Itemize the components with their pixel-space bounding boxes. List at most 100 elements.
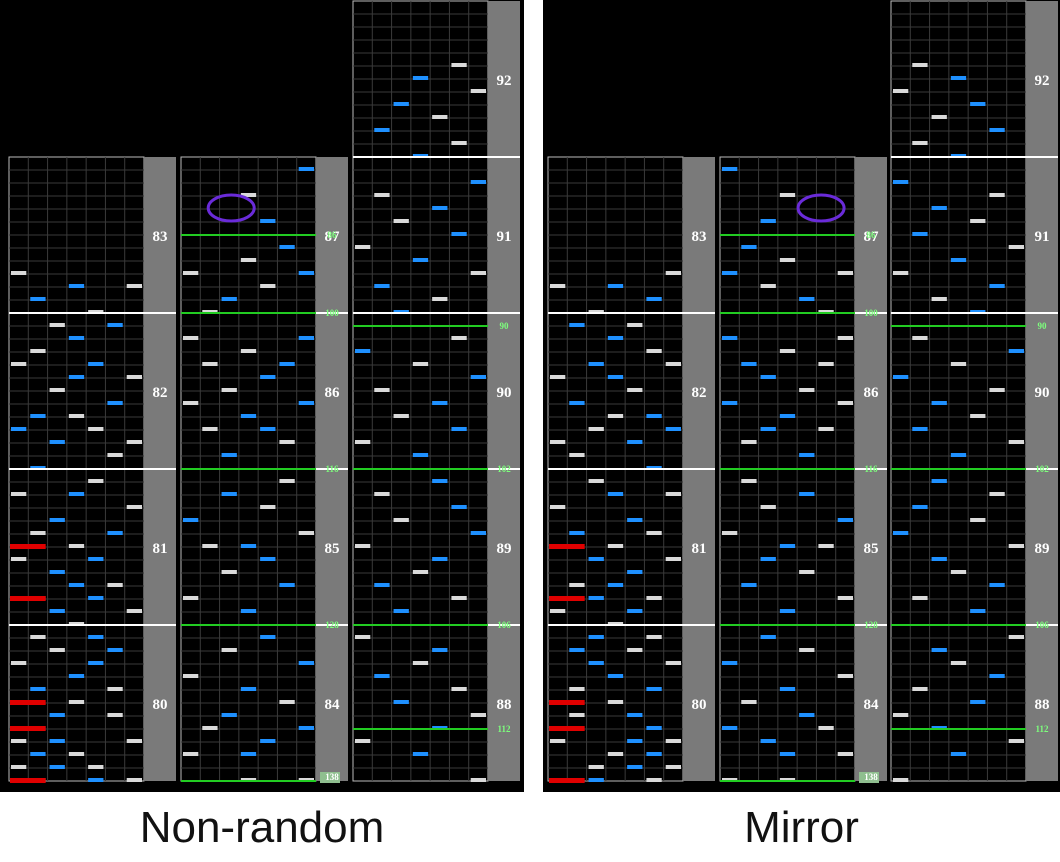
blue-note <box>893 180 909 184</box>
blue-note <box>49 713 65 717</box>
blue-note <box>588 661 604 665</box>
red-marker <box>549 700 585 705</box>
blue-note <box>412 752 429 756</box>
white-note <box>183 674 199 678</box>
white-note <box>931 115 947 119</box>
blue-note <box>1008 349 1024 353</box>
blue-note <box>607 492 624 496</box>
measure-number: 83 <box>153 229 168 245</box>
blue-note <box>646 752 662 756</box>
white-note <box>374 388 390 392</box>
white-note <box>588 765 604 769</box>
blue-note <box>760 375 776 379</box>
blue-note <box>374 583 390 587</box>
blue-note <box>760 635 776 639</box>
blue-note <box>298 401 314 405</box>
blue-note <box>837 518 853 522</box>
blue-note <box>760 557 776 561</box>
white-note <box>607 414 624 418</box>
blue-note <box>432 557 448 561</box>
bpm-label: 106 <box>497 620 511 630</box>
white-note <box>451 63 467 67</box>
bpm-label: 100 <box>325 308 339 318</box>
blue-note <box>393 609 409 613</box>
white-note <box>970 414 986 418</box>
white-note <box>107 453 123 457</box>
blue-note <box>374 674 390 678</box>
blue-note <box>646 726 662 730</box>
measure-number: 88 <box>1035 697 1050 713</box>
white-note <box>627 648 643 652</box>
blue-note <box>779 609 796 613</box>
blue-note <box>588 557 604 561</box>
blue-note <box>412 453 429 457</box>
white-note <box>221 648 237 652</box>
blue-note <box>279 245 295 249</box>
white-note <box>989 388 1005 392</box>
white-note <box>49 648 65 652</box>
white-note <box>550 739 566 743</box>
white-note <box>893 713 909 717</box>
measure-number: 86 <box>864 385 880 401</box>
white-note <box>412 661 429 665</box>
blue-note <box>588 635 604 639</box>
chart-column-1: 80 81 82 83 <box>8 156 176 783</box>
blue-note <box>240 544 257 548</box>
white-note <box>893 89 909 93</box>
white-note <box>374 193 390 197</box>
white-note <box>451 336 467 340</box>
blue-note <box>30 297 46 301</box>
blue-note <box>11 427 27 431</box>
white-note <box>665 271 681 275</box>
white-note <box>470 271 486 275</box>
white-note <box>607 752 624 756</box>
white-note <box>412 570 429 574</box>
blue-note <box>646 414 662 418</box>
white-note <box>818 544 834 548</box>
blue-note <box>88 596 104 600</box>
white-note <box>68 752 85 756</box>
blue-note <box>760 739 776 743</box>
blue-note <box>970 609 986 613</box>
white-note <box>627 388 643 392</box>
blue-note <box>799 492 815 496</box>
blue-note <box>722 336 738 340</box>
white-note <box>818 362 834 366</box>
white-note <box>550 375 566 379</box>
bpm-label: 112 <box>497 724 511 734</box>
white-note <box>11 271 27 275</box>
blue-note <box>374 284 390 288</box>
white-note <box>202 726 218 730</box>
blue-note <box>355 349 371 353</box>
white-note <box>451 596 467 600</box>
white-note <box>760 284 776 288</box>
white-note <box>240 258 257 262</box>
white-note <box>355 245 371 249</box>
bpm-label: 138 <box>325 772 339 782</box>
white-note <box>741 700 757 704</box>
blue-note <box>432 401 448 405</box>
white-note <box>665 661 681 665</box>
measure-number: 81 <box>692 541 707 557</box>
blue-note <box>646 687 662 691</box>
white-note <box>1008 739 1024 743</box>
white-note <box>607 544 624 548</box>
blue-note <box>627 518 643 522</box>
bpm-label: 106 <box>1035 620 1049 630</box>
blue-note <box>107 531 123 535</box>
white-note <box>1008 245 1024 249</box>
bpm-label: 100 <box>864 308 878 318</box>
blue-note <box>260 427 276 431</box>
white-note <box>374 492 390 496</box>
red-marker <box>10 544 46 549</box>
white-note <box>470 713 486 717</box>
white-note <box>627 323 643 327</box>
measure-number: 82 <box>692 385 707 401</box>
white-note <box>799 388 815 392</box>
blue-note <box>931 648 947 652</box>
blue-note <box>607 375 624 379</box>
blue-note <box>722 271 738 275</box>
blue-note <box>722 726 738 730</box>
chart-column-3: 88 89 90 91 92 112 106 102 90 <box>352 0 520 782</box>
blue-note <box>931 401 947 405</box>
